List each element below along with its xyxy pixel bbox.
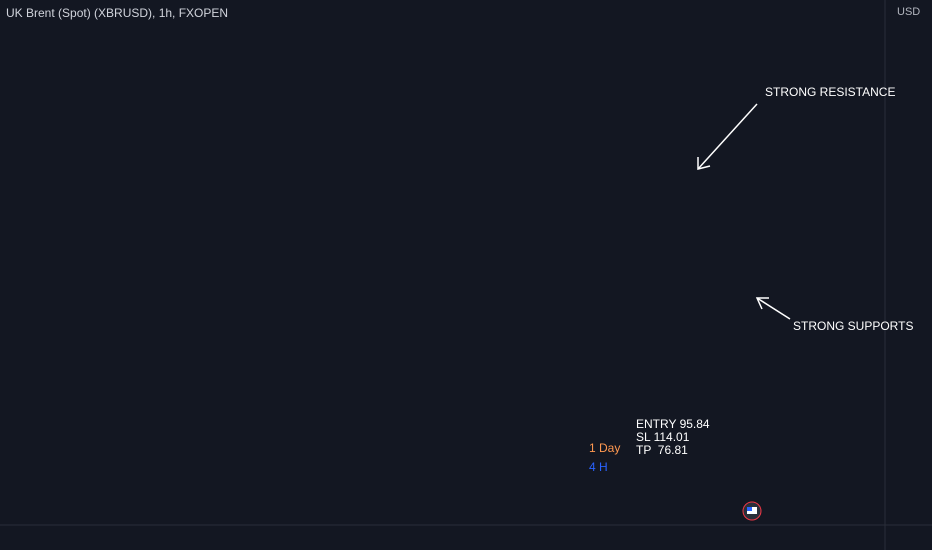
resistance-note: STRONG RESISTANCE [765,85,895,99]
trade-note: ENTRY 95.84 [636,417,710,431]
support-note: STRONG SUPPORTS [793,319,913,333]
event-flag[interactable] [742,501,762,521]
resistance-arrow [697,103,758,170]
trade-note: SL 114.01 [636,430,690,444]
chart-title: UK Brent (Spot) (XBRUSD), 1h, FXOPEN [6,6,228,20]
support-arrow [755,297,791,320]
timeframe: 1 Day [589,441,620,455]
currency: USD [897,6,920,18]
trade-note: TP 76.81 [636,443,688,457]
timeframe: 4 H [589,460,608,474]
